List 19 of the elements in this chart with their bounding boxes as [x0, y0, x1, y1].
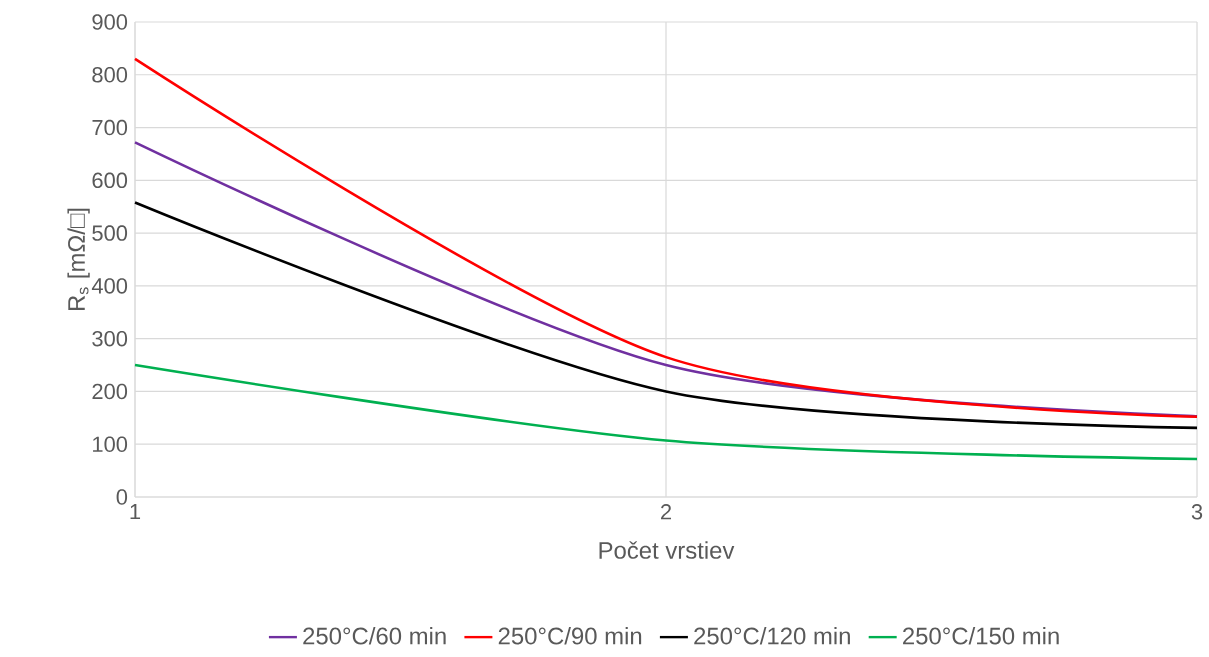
y-tick-label: 100 — [93, 436, 128, 452]
y-axis-title: R$_{s}$ [mΩ/□] — [67, 208, 90, 311]
x-tick-label: 1 — [130, 504, 141, 520]
y-tick-label: 200 — [92, 383, 128, 400]
x-tick-label: 2 — [661, 504, 672, 520]
y-tick-label: 500 — [92, 225, 128, 241]
legend-label: 250°C/90 min — [498, 626, 642, 645]
legend-label: 250°C/60 min — [303, 626, 446, 645]
x-tick-label: 3 — [1191, 504, 1203, 520]
legend-label: 250°C/120 min — [694, 626, 850, 645]
x-axis-title: Počet vrstiev — [599, 541, 735, 559]
y-tick-label: 400 — [91, 278, 128, 294]
y-tick-label: 300 — [92, 330, 128, 347]
y-tick-label: 900 — [92, 14, 128, 30]
y-tick-label: 600 — [92, 172, 128, 189]
y-tick-label: 0 — [116, 489, 128, 505]
y-tick-label: 700 — [92, 119, 128, 136]
y-tick-label: 800 — [92, 67, 128, 83]
legend-label: 250°C/150 min — [903, 626, 1059, 645]
